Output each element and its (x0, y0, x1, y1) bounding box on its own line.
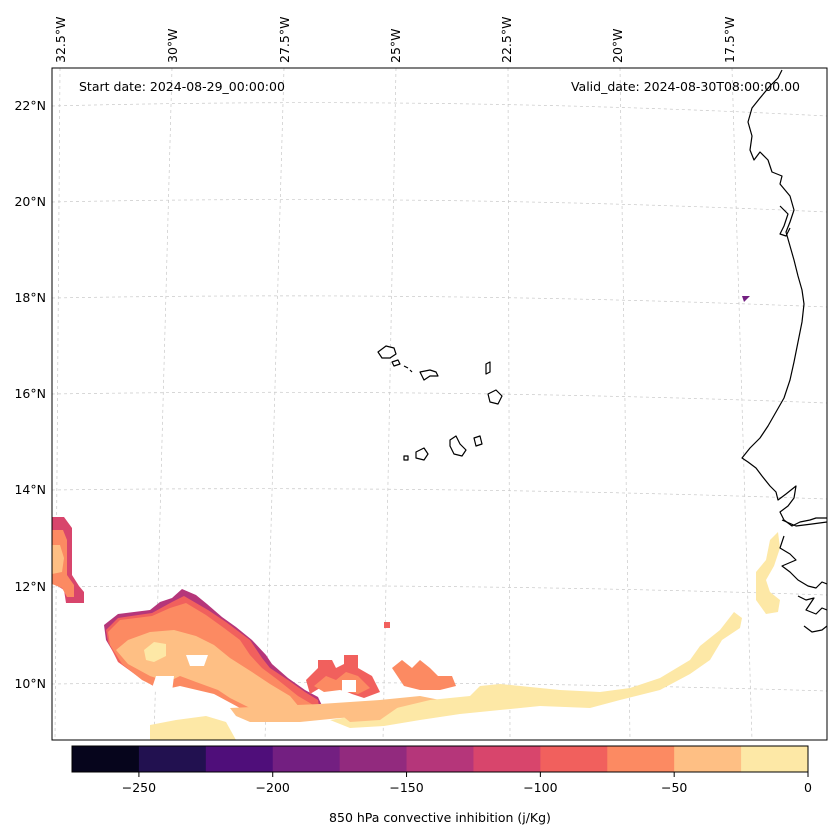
meridian-22.5W (507, 68, 511, 740)
island-sal (485, 361, 491, 375)
lon-tick-label: 30°W (165, 28, 180, 63)
banc-arguin (779, 205, 791, 237)
lat-tick-label: 18°N (14, 290, 46, 305)
island-boa-vista (487, 389, 503, 405)
guinea-bissau-coast (779, 535, 827, 589)
cin-band-pale (144, 642, 166, 662)
colorbar-swatch (339, 746, 408, 772)
cin-west-inner (52, 545, 64, 574)
island-sao-nicolau (419, 369, 439, 381)
coastlines (377, 69, 827, 633)
gambia-river (781, 519, 827, 527)
cin-purple-cell (742, 296, 750, 302)
meridian-27.5W (264, 68, 285, 740)
colorbar-label: 850 hPa convective inhibition (j/Kg) (329, 810, 551, 825)
lon-tick-label: 20°W (610, 28, 625, 63)
colorbar-swatch (674, 746, 742, 772)
cin-south-light-2 (340, 706, 400, 722)
lon-tick-label: 22.5°W (499, 17, 514, 63)
colorbar: −250 −200 −150 −100 −50 0 850 hPa convective … (71, 745, 812, 825)
cin-contours (52, 296, 780, 740)
parallel-14N (52, 488, 827, 500)
parallel-12N (52, 585, 827, 596)
cin-south-pale (150, 716, 236, 740)
lat-tick-label: 14°N (14, 482, 46, 497)
island-santo-antao (377, 345, 397, 359)
cin-coast-strip (756, 532, 780, 614)
lat-tick-label: 10°N (14, 676, 46, 691)
colorbar-swatch (473, 746, 541, 772)
colorbar-frame (71, 745, 809, 773)
colorbar-swatch (607, 746, 675, 772)
lon-tick-label: 27.5°W (277, 17, 292, 63)
parallel-18N (52, 295, 827, 308)
map-area (51, 67, 828, 741)
island-brava (403, 455, 409, 461)
island-maio (473, 435, 483, 447)
colorbar-tick-label: −100 (523, 780, 557, 795)
parallel-16N (52, 391, 827, 404)
meridian-17.5W (731, 68, 753, 740)
cin-hole-2 (186, 655, 208, 666)
lon-tick-labels: 32.5°W 30°W 27.5°W 25°W 22.5°W 20°W 17.5… (53, 17, 737, 63)
cin-central-b (392, 660, 456, 690)
bijagos-islands (797, 595, 827, 615)
parallel-20N (52, 199, 827, 213)
guinea-coast (803, 625, 827, 633)
cin-central-hole (342, 680, 356, 692)
lat-tick-label: 16°N (14, 386, 46, 401)
lon-tick-label: 32.5°W (53, 17, 68, 63)
meridian-20W (619, 68, 631, 740)
island-sao-nicolau-w (409, 369, 413, 373)
colorbar-tick-label: −50 (661, 780, 687, 795)
start-date-label: Start date: 2024-08-29_00:00:00 (79, 79, 285, 94)
island-sao-vicente (391, 359, 401, 367)
cin-hole-1 (152, 676, 174, 696)
colorbar-swatch (540, 746, 608, 772)
parallel-22N (52, 102, 827, 117)
valid-date-label: Valid_date: 2024-08-30T08:00:00.00 (571, 79, 800, 94)
colorbar-swatch (741, 746, 809, 772)
lon-tick-label: 25°W (388, 28, 403, 63)
colorbar-swatch (72, 746, 140, 772)
colorbar-tick-label: 0 (804, 780, 812, 795)
map-frame (51, 67, 828, 741)
africa-coastline (741, 69, 827, 527)
colorbar-swatch (406, 746, 474, 772)
colorbar-swatch (205, 746, 274, 772)
cin-small-dot (384, 622, 390, 628)
lat-tick-labels: 22°N 20°N 18°N 16°N 14°N 12°N 10°N (14, 98, 46, 691)
lon-tick-label: 17.5°W (722, 17, 737, 63)
colorbar-tick-label: −200 (256, 780, 290, 795)
colorbar-swatch (272, 746, 341, 772)
island-fogo (415, 447, 429, 461)
lat-tick-label: 12°N (14, 579, 46, 594)
meridian-32.5W (54, 68, 61, 740)
colorbar-tick-label: −150 (389, 780, 423, 795)
island-santiago (449, 435, 467, 457)
lat-tick-label: 20°N (14, 194, 46, 209)
island-santa-luzia (403, 365, 409, 369)
colorbar-swatch (138, 746, 207, 772)
colorbar-tick-label: −250 (122, 780, 156, 795)
lat-tick-label: 22°N (14, 98, 46, 113)
